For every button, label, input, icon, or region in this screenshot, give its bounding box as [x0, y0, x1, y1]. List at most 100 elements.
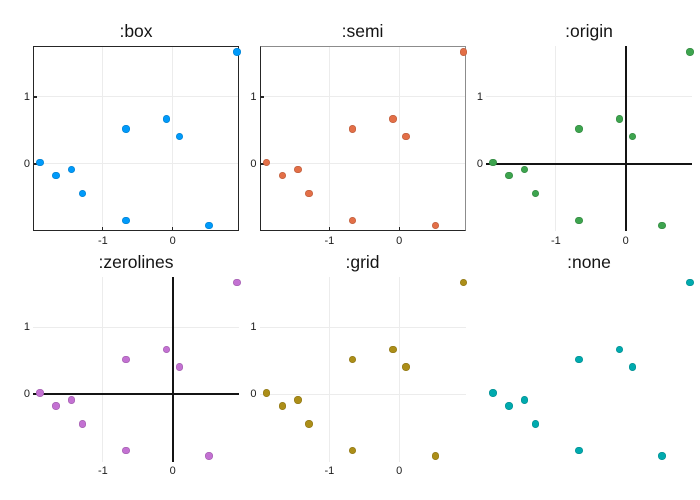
- y-tick-label: 1: [250, 90, 257, 103]
- scatter-point: [294, 396, 302, 404]
- scatter-point: [175, 132, 184, 141]
- subplot-box: :box -1 0 0 1: [24, 21, 241, 247]
- gridline: [328, 276, 330, 462]
- x-tick-label: -1: [97, 234, 108, 247]
- scatter-point: [628, 363, 637, 371]
- subplot-title: :zerolines: [98, 251, 174, 272]
- x-zeroline: [486, 162, 692, 165]
- subplot-none: :none: [486, 252, 694, 462]
- scatter-point: [459, 48, 468, 56]
- subplot-title: :grid: [345, 251, 380, 272]
- scatter-point: [175, 363, 184, 371]
- plot-area: -1 0 0 1: [477, 46, 694, 247]
- plot-area: [486, 277, 694, 462]
- plot-frame: [33, 46, 239, 231]
- y-tick-label: 1: [250, 321, 257, 334]
- scatter-point: [489, 389, 497, 397]
- scatter-point: [615, 345, 624, 354]
- gridline: [102, 46, 104, 231]
- subplot-semi: :semi -1 0 0 1: [250, 21, 468, 247]
- scatter-point: [615, 115, 624, 123]
- scatter-point: [278, 402, 287, 410]
- scatter-point: [575, 216, 583, 224]
- scatter-point: [575, 355, 583, 364]
- scatter-point: [520, 165, 529, 174]
- scatter-point: [78, 420, 87, 428]
- y-tick-label: 1: [23, 321, 30, 334]
- scatter-point: [348, 216, 357, 224]
- scatter-point: [402, 363, 410, 371]
- x-tick-label: 0: [396, 465, 403, 477]
- plot-area: -1 0 0 1: [250, 46, 468, 247]
- scatter-point: [233, 278, 241, 287]
- scatter-point: [305, 420, 313, 428]
- scatter-point: [52, 402, 60, 410]
- y-tick-label: 0: [23, 388, 30, 401]
- scatter-point: [686, 48, 694, 56]
- gridline: [555, 46, 557, 231]
- gridline: [259, 163, 466, 165]
- scatter-point: [402, 132, 410, 141]
- scatter-point: [348, 125, 357, 133]
- x-tick-label: -1: [324, 465, 335, 477]
- gridline: [259, 393, 466, 395]
- scatter-point: [122, 355, 130, 364]
- gridline: [259, 96, 466, 98]
- plot-area: -1 0 0 1: [250, 276, 468, 477]
- x-tick-label: -1: [324, 234, 335, 247]
- scatter-point: [686, 278, 694, 287]
- scatter-point: [262, 158, 271, 167]
- scatter-point: [658, 452, 666, 460]
- gridline: [172, 46, 174, 231]
- y-tick-mark: [33, 163, 37, 165]
- scatter-point: [658, 221, 666, 230]
- x-tick-label: -1: [550, 234, 561, 247]
- x-zeroline: [33, 393, 239, 396]
- x-tick-mark: [172, 227, 174, 231]
- x-tick-label: 0: [169, 465, 176, 477]
- x-tick-mark: [398, 227, 400, 231]
- x-tick-label: -1: [97, 465, 108, 477]
- subplot-title: :none: [567, 251, 611, 272]
- gridline: [102, 276, 104, 462]
- plot-area: -1 0 0 1: [24, 276, 241, 477]
- y-tick-mark: [33, 96, 37, 98]
- y-zeroline: [624, 46, 627, 231]
- y-tick-mark: [259, 163, 264, 165]
- scatter-point: [78, 189, 87, 198]
- gridline: [33, 96, 239, 98]
- scatter-point: [162, 115, 171, 123]
- scatter-point: [294, 165, 302, 174]
- y-tick-label: 0: [23, 157, 30, 170]
- plot-area: -1 0 0 1: [24, 46, 241, 247]
- scatter-point: [531, 420, 540, 428]
- scatter-point: [348, 355, 357, 364]
- scatter-point: [233, 48, 241, 56]
- scatter-point: [52, 171, 60, 180]
- gridline: [486, 96, 692, 98]
- scatter-point: [278, 171, 287, 180]
- gridline: [33, 163, 239, 165]
- scatter-point: [389, 345, 397, 354]
- y-tick-label: 0: [250, 157, 257, 170]
- subplot-title: :semi: [341, 21, 384, 41]
- scatter-point: [489, 158, 497, 167]
- scatter-point: [520, 396, 529, 404]
- scatter-point: [389, 115, 397, 123]
- gridline: [398, 46, 400, 231]
- y-zeroline: [171, 276, 174, 462]
- scatter-point: [36, 389, 44, 397]
- gridline: [33, 326, 239, 328]
- subplot-zerolines: :zerolines -1 0 0 1: [24, 252, 241, 477]
- scatter-point: [459, 278, 468, 287]
- scatter-point: [162, 345, 171, 354]
- y-tick-mark: [259, 96, 264, 98]
- scatter-point: [36, 158, 44, 167]
- x-tick-label: 0: [396, 234, 403, 247]
- x-tick-label: 0: [169, 234, 176, 247]
- scatter-point: [67, 396, 76, 404]
- scatter-point: [67, 165, 76, 174]
- y-tick-label: 0: [250, 388, 257, 401]
- scatter-point: [205, 452, 213, 460]
- subplot-origin: :origin -1 0 0 1: [477, 21, 694, 247]
